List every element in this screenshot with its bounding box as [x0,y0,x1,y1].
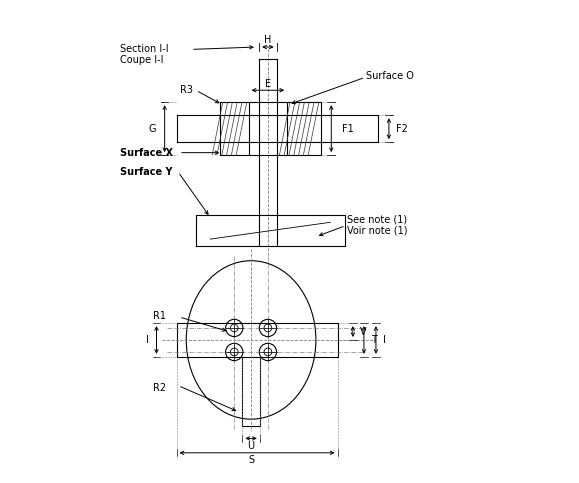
Text: U: U [247,440,255,451]
Text: G: G [148,124,156,134]
Text: Coupe I-I: Coupe I-I [120,56,164,66]
Text: H: H [264,35,272,45]
Text: I: I [146,335,149,345]
Text: Surface O: Surface O [367,71,414,81]
Text: R1: R1 [153,311,166,321]
Text: F2: F2 [396,124,408,134]
Text: V: V [360,327,367,337]
Text: T: T [371,335,377,345]
Text: E: E [265,80,271,89]
Text: R3: R3 [181,85,193,95]
Text: R2: R2 [153,383,166,393]
Text: Surface X: Surface X [120,148,174,157]
Text: See note (1): See note (1) [347,215,407,225]
Text: F1: F1 [342,124,354,134]
Text: I: I [383,335,386,345]
Text: Voir note (1): Voir note (1) [347,226,408,236]
Text: S: S [248,455,254,465]
Text: Section I-I: Section I-I [120,44,169,55]
Text: Surface Y: Surface Y [120,167,173,177]
